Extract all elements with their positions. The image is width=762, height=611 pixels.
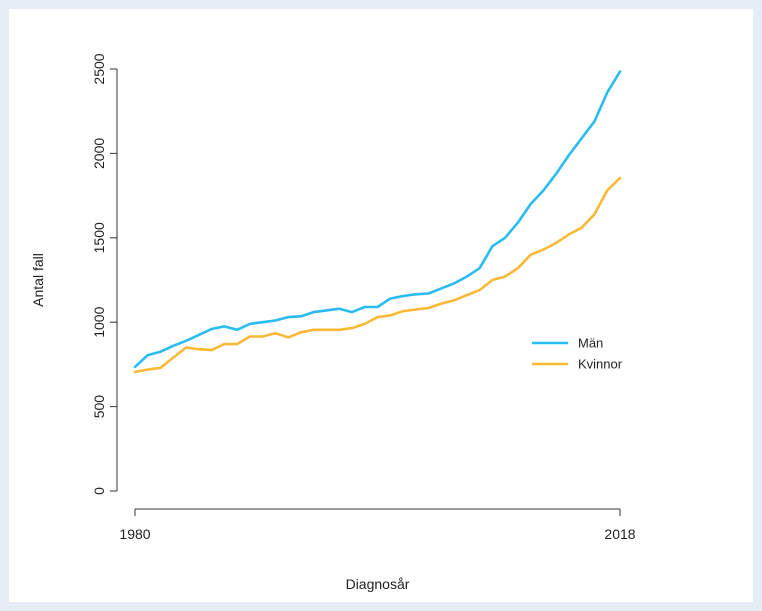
y-tick-label: 2000 <box>91 138 107 169</box>
y-tick-label: 2500 <box>91 53 107 84</box>
x-axis-title: Diagnosår <box>346 576 410 592</box>
x-ticks: 1980 2018 <box>119 509 636 542</box>
x-tick-label: 2018 <box>604 526 635 542</box>
series-line-0 <box>133 70 622 369</box>
chart-frame: 0 500 1000 1500 2000 2500 1980 2018 Diagnosår … <box>9 9 753 602</box>
legend: Män Kvinnor <box>532 336 623 372</box>
y-tick-label: 1000 <box>91 306 107 337</box>
y-axis-title: Antal fall <box>30 253 46 307</box>
legend-label: Män <box>578 336 603 351</box>
y-tick-label: 0 <box>91 487 107 495</box>
y-tick-label: 1500 <box>91 222 107 253</box>
axes: 0 500 1000 1500 2000 2500 1980 2018 <box>91 53 636 542</box>
series-line-1 <box>133 176 622 374</box>
legend-label: Kvinnor <box>578 357 623 372</box>
y-ticks: 0 500 1000 1500 2000 2500 <box>91 53 117 495</box>
x-tick-label: 1980 <box>119 526 150 542</box>
series-layer <box>133 70 622 374</box>
y-tick-label: 500 <box>91 395 107 419</box>
